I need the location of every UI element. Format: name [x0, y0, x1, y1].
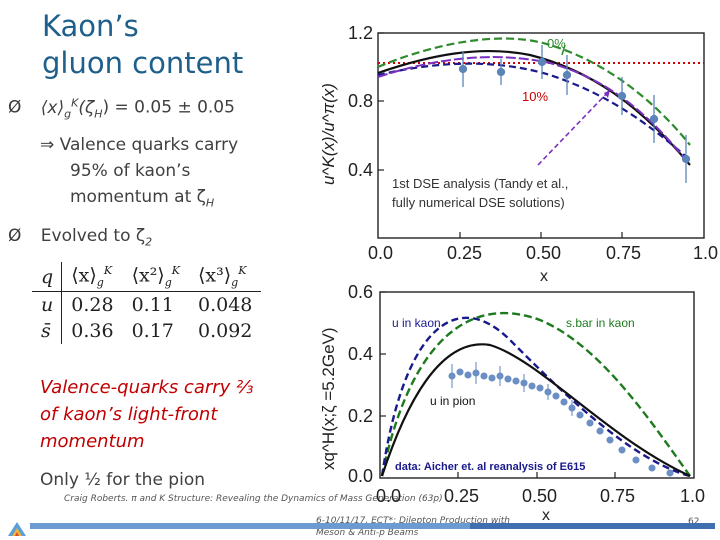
y-axis-label: u^K(x)/u^π(x)	[319, 83, 338, 185]
implies-line-2: 95% of kaon’s	[70, 161, 191, 181]
valence-statement: Valence-quarks carry ⅔ of kaon’s light-f…	[40, 377, 254, 452]
pion-note: Only ½ for the pion	[40, 470, 205, 490]
x-tick-label: 0.25	[447, 243, 482, 263]
footer-bar-right	[470, 523, 715, 529]
x-tick-label: 0.75	[600, 486, 635, 506]
top-data-points	[458, 45, 691, 183]
x-tick-label: 1.0	[680, 486, 705, 506]
y-tick-label: 0.0	[348, 466, 373, 486]
annotation-0pct: 0%	[547, 36, 566, 51]
x-tick-label: 0.25	[444, 486, 479, 506]
curve-u-pion	[380, 343, 691, 478]
curve-green-0pct	[377, 37, 691, 146]
top-plot: 1.2 0.8 0.4 0.0 0.25 0.50 0.75 1.0 x u^K…	[319, 23, 718, 285]
logo-icon	[8, 522, 26, 536]
footer-bar	[30, 523, 470, 529]
bullet-evolved: Ø Evolved to ζ2	[8, 226, 153, 249]
curve-sbar-kaon	[380, 311, 691, 477]
footer-conference: 6-10/11/17, ECT*: Dilepton Production wi…	[316, 516, 510, 538]
moments-table: q ⟨x⟩gK ⟨x²⟩gK ⟨x³⟩gK u 0.28 0.11 0.048 …	[32, 262, 262, 345]
annotation-dse-line-1: 1st DSE analysis (Tandy et al.,	[392, 176, 568, 191]
x-axis-label: x	[542, 507, 550, 520]
label-u-in-kaon: u in kaon	[392, 316, 441, 330]
annotation-10pct: 10%	[522, 89, 548, 104]
table-row: u 0.28 0.11 0.048	[32, 291, 261, 319]
y-tick-label: 0.4	[348, 344, 373, 364]
title-line-2: gluon content	[42, 46, 244, 80]
bottom-plot: 0.6 0.4 0.2 0.0 0.0 0.25 0.50 0.75 1.0 x…	[319, 282, 705, 520]
gluon-momentum-symbol: ⟨x⟩gK(ζH	[40, 96, 103, 121]
y-tick-label: 1.2	[348, 23, 373, 43]
x-tick-label: 0.0	[376, 486, 401, 506]
table-header-cell: ⟨x³⟩gK	[189, 262, 262, 293]
curve-black	[377, 50, 691, 166]
curve-navy	[377, 62, 691, 161]
table-header-cell: ⟨x⟩gK	[61, 262, 123, 293]
x-tick-label: 0.75	[606, 243, 641, 263]
x-tick-label: 0.0	[368, 243, 393, 263]
implies-block: ⇒ Valence quarks carry 95% of kaon’s mom…	[40, 132, 238, 216]
curve-u-kaon	[380, 316, 691, 478]
title-line-1: Kaon’s	[42, 9, 139, 43]
implies-line-3: momentum at ζH	[70, 187, 215, 210]
label-u-in-pion: u in pion	[430, 394, 475, 408]
footer-citation: Craig Roberts. π and K Structure: Reveal…	[64, 494, 443, 504]
implies-arrow-icon: ⇒	[40, 135, 55, 155]
annotation-dse-line-2: fully numerical DSE solutions)	[392, 195, 565, 210]
y-tick-label: 0.8	[348, 91, 373, 111]
slide-title: Kaon’s gluon content	[42, 8, 272, 82]
implies-line-1: Valence quarks carry	[59, 135, 239, 155]
bottom-data-points	[448, 362, 674, 477]
y-tick-label: 0.2	[348, 406, 373, 426]
y-tick-label: 0.4	[348, 160, 373, 180]
table-header-cell: ⟨x²⟩gK	[122, 262, 189, 293]
table-header-cell: q	[32, 262, 63, 293]
annotation-arrow	[537, 89, 611, 166]
bullet-gluon-momentum: Ø ⟨x⟩gK(ζH) = 0.05 ± 0.05	[8, 96, 235, 120]
gluon-momentum-value: ) = 0.05 ± 0.05	[102, 97, 235, 118]
x-axis-label: x	[540, 268, 548, 285]
bullet-arrow-icon: Ø	[8, 97, 22, 118]
y-axis-label: xq^H(x;ζ =5.2GeV)	[319, 327, 338, 470]
x-tick-label: 1.0	[693, 243, 718, 263]
table-row: s̄ 0.36 0.17 0.092	[32, 318, 261, 345]
label-sbar-in-kaon: s.bar in kaon	[566, 316, 635, 330]
x-tick-label: 0.50	[526, 243, 561, 263]
x-tick-label: 0.50	[522, 486, 557, 506]
table-header-row: q ⟨x⟩gK ⟨x²⟩gK ⟨x³⟩gK	[32, 262, 262, 293]
bullet-arrow-icon: Ø	[8, 226, 22, 246]
label-data-source: data: Aicher et. al reanalysis of E615	[395, 461, 585, 473]
curve-purple	[377, 56, 691, 166]
y-tick-label: 0.6	[348, 282, 373, 302]
page-number: 62	[688, 517, 700, 527]
